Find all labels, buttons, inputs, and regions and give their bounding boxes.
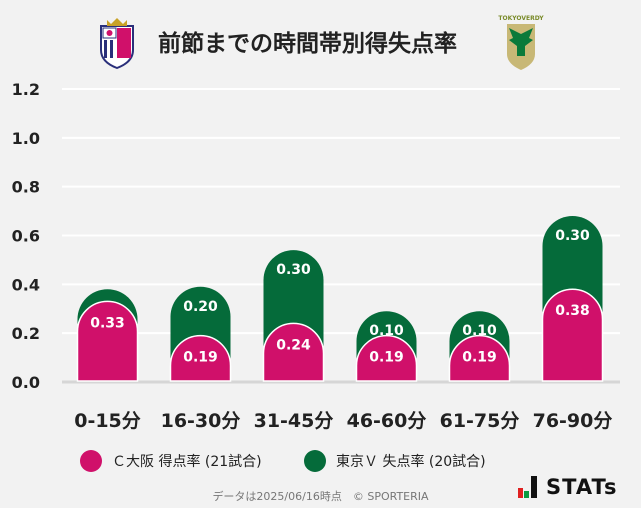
legend-item-home: Ｃ大阪 得点率 (21試合) — [80, 450, 262, 472]
data-label-home: 0.33 — [90, 315, 125, 331]
bar-home — [262, 322, 325, 382]
x-tick-label: 16-30分 — [161, 410, 241, 432]
y-tick-label: 0.4 — [12, 275, 40, 294]
y-tick-label: 0.8 — [12, 178, 40, 197]
legend-label-home: Ｃ大阪 得点率 (21試合) — [112, 454, 262, 470]
bar-home — [169, 334, 232, 382]
y-tick-label: 1.2 — [12, 80, 40, 99]
y-tick-label: 0.6 — [12, 227, 40, 246]
y-tick-label: 1.0 — [12, 129, 40, 148]
legend-item-away: 東京Ｖ 失点率 (20試合) — [304, 450, 486, 472]
x-tick-label: 46-60分 — [347, 410, 427, 432]
x-tick-label: 31-45分 — [254, 410, 334, 432]
data-label-away: 0.20 — [183, 299, 218, 315]
legend-swatch-away — [304, 450, 326, 472]
data-label-away: 0.10 — [369, 323, 404, 339]
bar-home — [76, 300, 139, 382]
x-tick-label: 61-75分 — [440, 410, 520, 432]
y-tick-label: 0.0 — [12, 373, 40, 392]
x-tick-label: 76-90分 — [533, 410, 613, 432]
data-label-away: 0.30 — [555, 228, 590, 244]
chart-title: 前節までの時間帯別得失点率 — [158, 31, 457, 57]
data-label-home: 0.19 — [462, 350, 497, 366]
footer-note: データは2025/06/16時点 © SPORTERIA — [212, 490, 429, 503]
chart-plot: 0.0 0.2 0.4 0.6 0.8 1.0 1.2 0.33 0-15分 0.19 0.20 16… — [12, 80, 620, 432]
data-label-home: 0.38 — [555, 303, 590, 319]
bar-home — [355, 334, 418, 382]
data-label-away: 0.10 — [462, 323, 497, 339]
stats-brand-text: STATs — [546, 475, 618, 499]
legend-swatch-home — [80, 450, 102, 472]
stats-bars-icon — [518, 476, 537, 498]
stats-logo: STATs — [518, 476, 617, 498]
y-tick-label: 0.2 — [12, 324, 40, 343]
legend-label-away: 東京Ｖ 失点率 (20試合) — [336, 454, 486, 470]
data-label-home: 0.19 — [369, 350, 404, 366]
bar-home — [448, 334, 511, 382]
data-label-home: 0.24 — [276, 337, 311, 353]
bar-home — [541, 288, 604, 382]
data-label-away: 0.30 — [276, 262, 311, 278]
data-label-home: 0.19 — [183, 350, 218, 366]
x-tick-label: 0-15分 — [74, 410, 141, 432]
